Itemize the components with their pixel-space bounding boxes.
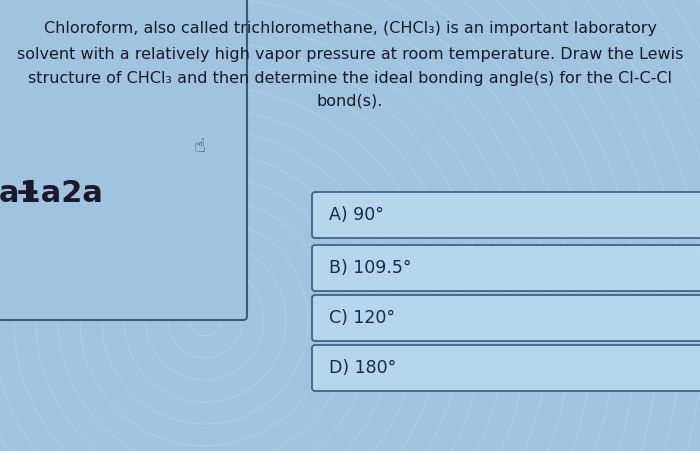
Text: bond(s).: bond(s). [317, 93, 383, 109]
FancyBboxPatch shape [0, 0, 247, 320]
Text: Chloroform, also called trichloromethane, (CHCl₃) is an important laboratory: Chloroform, also called trichloromethane… [43, 22, 657, 37]
FancyBboxPatch shape [312, 192, 700, 238]
Text: B) 109.5°: B) 109.5° [329, 259, 412, 277]
Text: A) 90°: A) 90° [329, 206, 384, 224]
Text: +: + [15, 179, 41, 207]
Text: structure of CHCl₃ and then determine the ideal bonding angle(s) for the Cl-C-Cl: structure of CHCl₃ and then determine th… [28, 72, 672, 87]
Text: #1a1a2a: #1a1a2a [0, 179, 104, 207]
Text: ☝: ☝ [194, 137, 206, 156]
Text: solvent with a relatively high vapor pressure at room temperature. Draw the Lewi: solvent with a relatively high vapor pre… [17, 46, 683, 61]
Text: C) 120°: C) 120° [329, 309, 395, 327]
Text: D) 180°: D) 180° [329, 359, 396, 377]
FancyBboxPatch shape [312, 295, 700, 341]
FancyBboxPatch shape [312, 245, 700, 291]
FancyBboxPatch shape [312, 345, 700, 391]
